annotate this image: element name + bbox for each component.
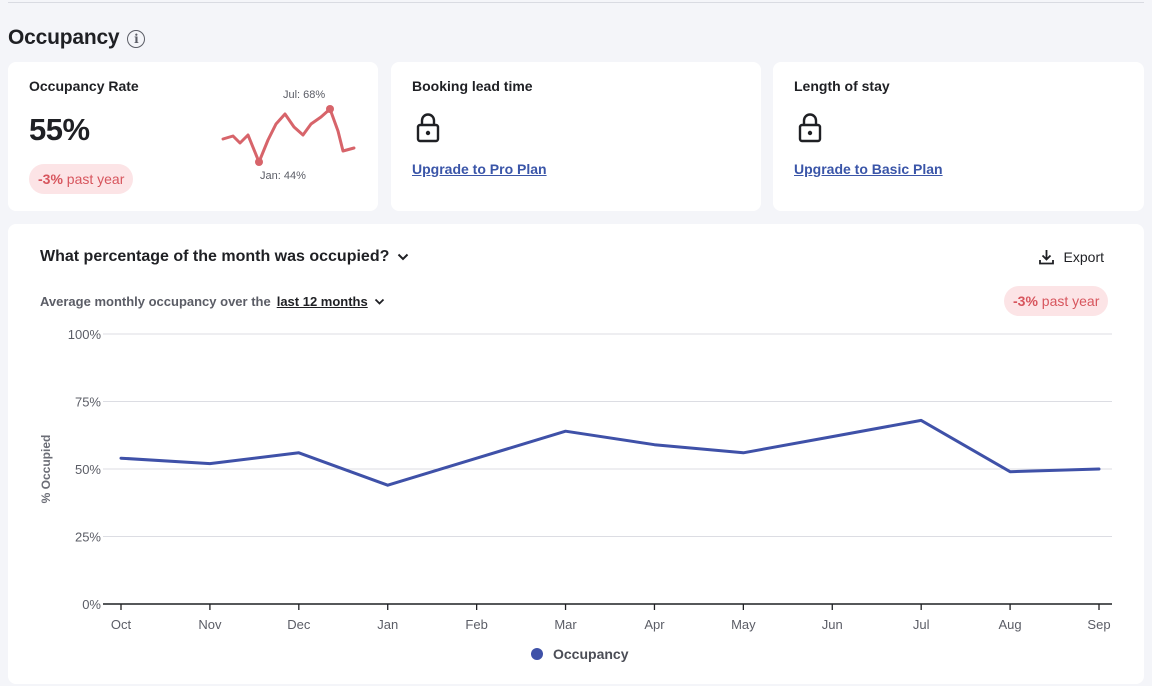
download-icon — [1038, 250, 1054, 265]
x-tick-label: Jan — [377, 617, 398, 632]
export-button[interactable]: Export — [1038, 249, 1104, 265]
y-tick-label: 100% — [68, 327, 102, 342]
upgrade-pro-link[interactable]: Upgrade to Pro Plan — [412, 161, 547, 177]
change-value: -3% — [38, 171, 63, 187]
x-tick-label: Feb — [465, 617, 487, 632]
chevron-down-icon[interactable] — [374, 298, 385, 305]
x-tick-label: Nov — [198, 617, 222, 632]
top-divider — [8, 2, 1144, 3]
change-suffix: past year — [66, 171, 125, 187]
occupancy-chart-card: What percentage of the month was occupie… — [8, 224, 1144, 684]
lock-icon — [416, 113, 440, 143]
sparkline-high-label: Jul: 68% — [283, 89, 326, 101]
y-tick-label: 75% — [75, 395, 101, 410]
occupancy-line-chart: 0% 25% 50% 75% 100% Oct Nov Dec Jan Feb Mar Apr May J… — [39, 327, 1112, 662]
question-dropdown[interactable]: What percentage of the month was occupie… — [40, 248, 409, 266]
chart-change-suffix: past year — [1041, 293, 1100, 309]
change-badge: -3% past year — [29, 164, 134, 194]
y-axis-label: % Occupied — [39, 435, 53, 504]
series-line-occupancy — [119, 418, 1101, 487]
chart-change-value: -3% — [1013, 293, 1038, 309]
chart-subtitle: Average monthly occupancy over the last … — [40, 294, 385, 309]
chevron-down-icon — [398, 253, 409, 261]
upgrade-basic-link[interactable]: Upgrade to Basic Plan — [794, 161, 943, 177]
y-tick-label: 0% — [82, 597, 101, 612]
occupancy-sparkline — [221, 105, 356, 166]
x-tick-label: Jun — [822, 617, 843, 632]
section-header: Occupancy i — [8, 26, 146, 50]
question-label: What percentage of the month was occupie… — [40, 248, 390, 265]
occupancy-rate-value: 55% — [29, 112, 90, 147]
x-tick-label: Aug — [999, 617, 1022, 632]
subtitle-prefix: Average monthly occupancy over the — [40, 294, 271, 309]
card-title: Occupancy Rate — [29, 78, 139, 94]
info-icon[interactable]: i — [127, 30, 146, 48]
legend-label: Occupancy — [553, 646, 629, 662]
sparkline-high-point — [326, 105, 334, 113]
sparkline-low-label: Jan: 44% — [260, 170, 306, 182]
chart-change-badge: -3% past year — [1004, 286, 1109, 316]
length-of-stay-card: Length of stay Upgrade to Basic Plan — [773, 62, 1144, 211]
x-tick-label: Mar — [554, 617, 577, 632]
legend-marker — [531, 648, 543, 660]
occupancy-rate-card: Occupancy Rate 55% -3% past year Jul: 68… — [8, 62, 378, 211]
x-tick-label: Jul — [913, 617, 930, 632]
card-title: Length of stay — [794, 78, 890, 94]
lock-icon — [798, 113, 822, 143]
sparkline-low-point — [255, 158, 263, 166]
y-tick-label: 25% — [75, 530, 101, 545]
card-title: Booking lead time — [412, 78, 533, 94]
section-title: Occupancy — [8, 26, 120, 49]
sparkline-path — [221, 107, 356, 164]
booking-lead-time-card: Booking lead time Upgrade to Pro Plan — [391, 62, 761, 211]
y-tick-label: 50% — [75, 462, 101, 477]
x-tick-label: Apr — [644, 617, 665, 632]
period-dropdown[interactable]: last 12 months — [276, 294, 368, 309]
x-tick-label: Dec — [287, 617, 311, 632]
x-tick-label: May — [731, 617, 756, 632]
export-label: Export — [1063, 249, 1104, 265]
x-tick-label: Oct — [111, 617, 132, 632]
x-tick-label: Sep — [1087, 617, 1110, 632]
